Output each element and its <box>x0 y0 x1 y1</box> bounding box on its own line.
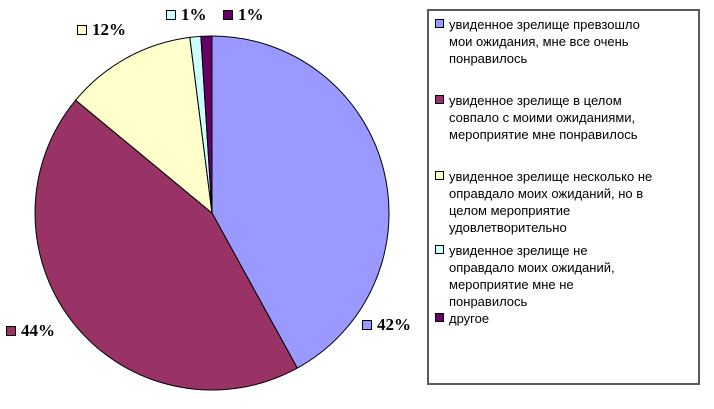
slice-label-42pct: 42% <box>362 315 411 335</box>
slice-label-1pct-purple: 1% <box>223 5 264 25</box>
legend-item-other: другое <box>435 310 694 327</box>
legend-label-matched: увиденное зрелище в целом совпало с моим… <box>449 93 638 142</box>
legend-item-exceeded-expectations: увиденное зрелище превзошло мои ожидания… <box>435 16 694 67</box>
slice-44pct-swatch <box>6 326 16 336</box>
legend-item-matched-expectations: увиденное зрелище в целом совпало с моим… <box>435 92 694 143</box>
slice-1pct-purple-value: 1% <box>238 5 264 24</box>
slice-1pct-cyan-swatch <box>166 10 176 20</box>
slice-12pct-swatch <box>77 25 87 35</box>
slice-label-12pct: 12% <box>77 20 126 40</box>
legend-swatch-other <box>435 313 444 322</box>
pie-chart <box>34 35 390 391</box>
legend-item-somewhat-below: увиденное зрелище несколько не оправдало… <box>435 168 694 236</box>
legend-swatch-somewhat-below <box>435 171 444 180</box>
slice-1pct-purple-swatch <box>223 10 233 20</box>
legend-label-exceeded: увиденное зрелище превзошло мои ожидания… <box>449 17 640 66</box>
legend-swatch-matched <box>435 95 444 104</box>
pie-slice <box>34 99 298 391</box>
pie-slice <box>74 36 213 215</box>
slice-42pct-swatch <box>362 320 372 330</box>
legend-box: увиденное зрелище превзошло мои ожидания… <box>427 9 700 385</box>
pie-slice <box>211 35 390 369</box>
slice-44pct-value: 44% <box>21 321 55 340</box>
slice-42pct-value: 42% <box>377 315 411 334</box>
legend-label-somewhat-below: увиденное зрелище несколько не оправдало… <box>449 169 653 235</box>
slice-label-44pct: 44% <box>6 321 55 341</box>
slice-1pct-cyan-value: 1% <box>181 5 207 24</box>
legend-item-not-met: увиденное зрелище не оправдало моих ожид… <box>435 242 694 310</box>
legend-label-other: другое <box>449 311 490 326</box>
slice-label-1pct-cyan: 1% <box>166 5 207 25</box>
legend-label-not-met: увиденное зрелище не оправдало моих ожид… <box>449 243 615 309</box>
legend-swatch-not-met <box>435 245 444 254</box>
legend-swatch-exceeded <box>435 19 444 28</box>
pie-slice <box>200 35 213 214</box>
slice-12pct-value: 12% <box>92 20 126 39</box>
